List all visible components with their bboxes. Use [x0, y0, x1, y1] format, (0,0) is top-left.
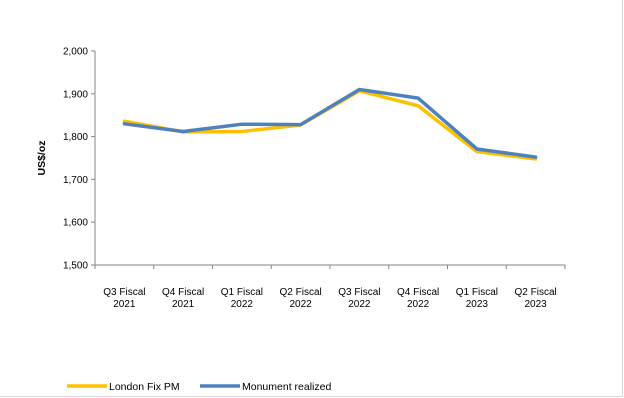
- y-tick-label: 1,800: [63, 132, 88, 143]
- chart-series: [122, 87, 538, 161]
- legend-label: Monument realized: [242, 381, 331, 393]
- x-tick-label: Q3 Fiscal 2022: [338, 287, 380, 310]
- series-line-monument-realized: [122, 87, 538, 159]
- x-tick-label: Q2 Fiscal 2023: [515, 287, 557, 310]
- y-axis-ticks: 1,500 1,600 1,700 1,800 1,900 2,000: [63, 47, 95, 272]
- y-tick-label: 2,000: [63, 47, 88, 58]
- x-tick-label: Q4 Fiscal 2021: [162, 287, 204, 310]
- y-tick-label: 1,500: [63, 261, 88, 272]
- x-tick-label: Q2 Fiscal 2022: [280, 287, 322, 310]
- x-tick-label: Q4 Fiscal 2022: [397, 287, 439, 310]
- chart-axes: [94, 51, 565, 266]
- y-tick-label: 1,600: [63, 218, 88, 229]
- x-tick-label: Q3 Fiscal 2021: [103, 287, 145, 310]
- chart-legend: London Fix PM Monument realized: [67, 381, 331, 393]
- y-tick-label: 1,900: [63, 89, 88, 100]
- y-axis-label: US$/oz: [36, 140, 48, 175]
- x-tick-label: Q1 Fiscal 2022: [221, 287, 263, 310]
- x-tick-label: Q1 Fiscal 2023: [456, 287, 498, 310]
- y-tick-label: 1,700: [63, 175, 88, 186]
- x-axis-ticks: Q3 Fiscal 2021 Q4 Fiscal 2021 Q1 Fiscal 2022 Q…: [94, 265, 566, 310]
- legend-label: London Fix PM: [109, 381, 180, 393]
